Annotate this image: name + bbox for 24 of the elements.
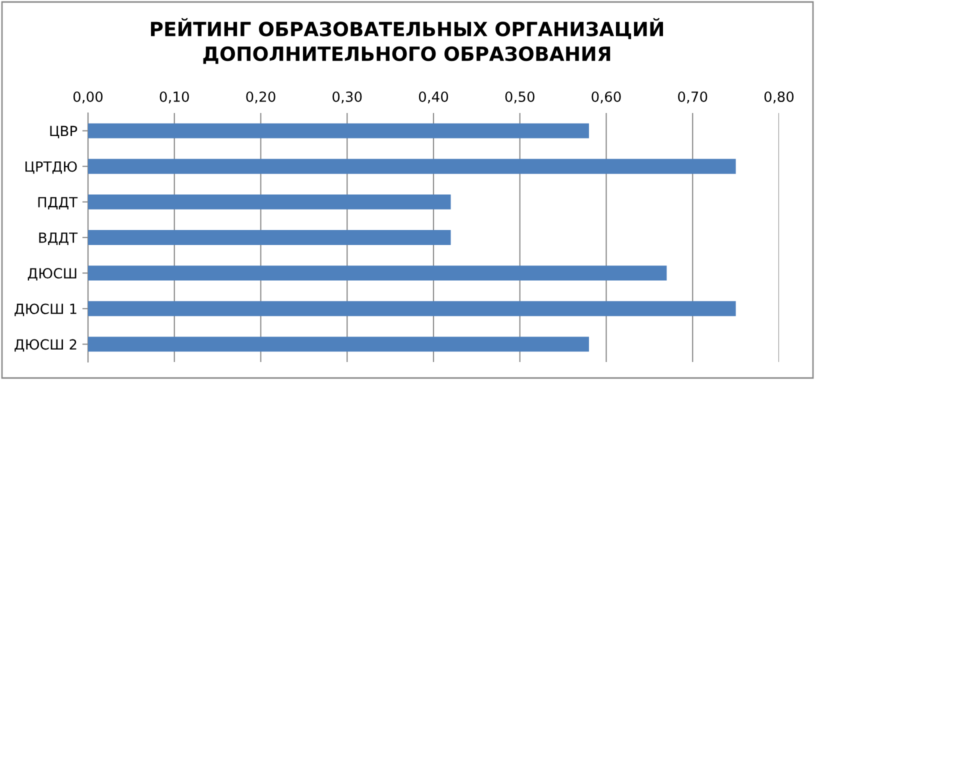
y-tick-label: ДЮСШ <box>28 268 76 281</box>
y-tick-label: ДЮСШ 2 <box>14 339 76 352</box>
x-tick-label: 0,50 <box>505 91 534 104</box>
chart-title: РЕЙТИНГ ОБРАЗОВАТЕЛЬНЫХ ОРГАНИЗАЦИЙ ДОПОЛНИТЕЛЬНОГО ОБРАЗОВАНИЯ <box>151 18 663 64</box>
bar <box>88 230 451 245</box>
bar <box>88 123 589 138</box>
bar <box>88 301 736 316</box>
y-tick-label: ВДДТ <box>39 232 78 245</box>
bar <box>88 158 736 174</box>
x-tick-label: 0,10 <box>160 91 189 104</box>
x-tick-label: 0,00 <box>73 91 103 104</box>
y-tick-label: ЦРТДЮ <box>25 161 77 174</box>
x-tick-label: 0,80 <box>764 91 794 104</box>
x-tick-label: 0,40 <box>418 91 448 104</box>
bar <box>88 266 667 281</box>
x-tick-label: 0,70 <box>678 91 708 104</box>
x-tick-label: 0,20 <box>246 91 276 104</box>
bar <box>88 194 451 210</box>
y-tick-label: ДЮСШ 1 <box>14 304 76 316</box>
y-tick-label: ЦВР <box>50 126 78 138</box>
y-tick-label: ПДДТ <box>38 197 78 210</box>
x-tick-label: 0,30 <box>332 91 362 104</box>
bar <box>88 336 589 352</box>
x-tick-label: 0,60 <box>592 91 621 104</box>
